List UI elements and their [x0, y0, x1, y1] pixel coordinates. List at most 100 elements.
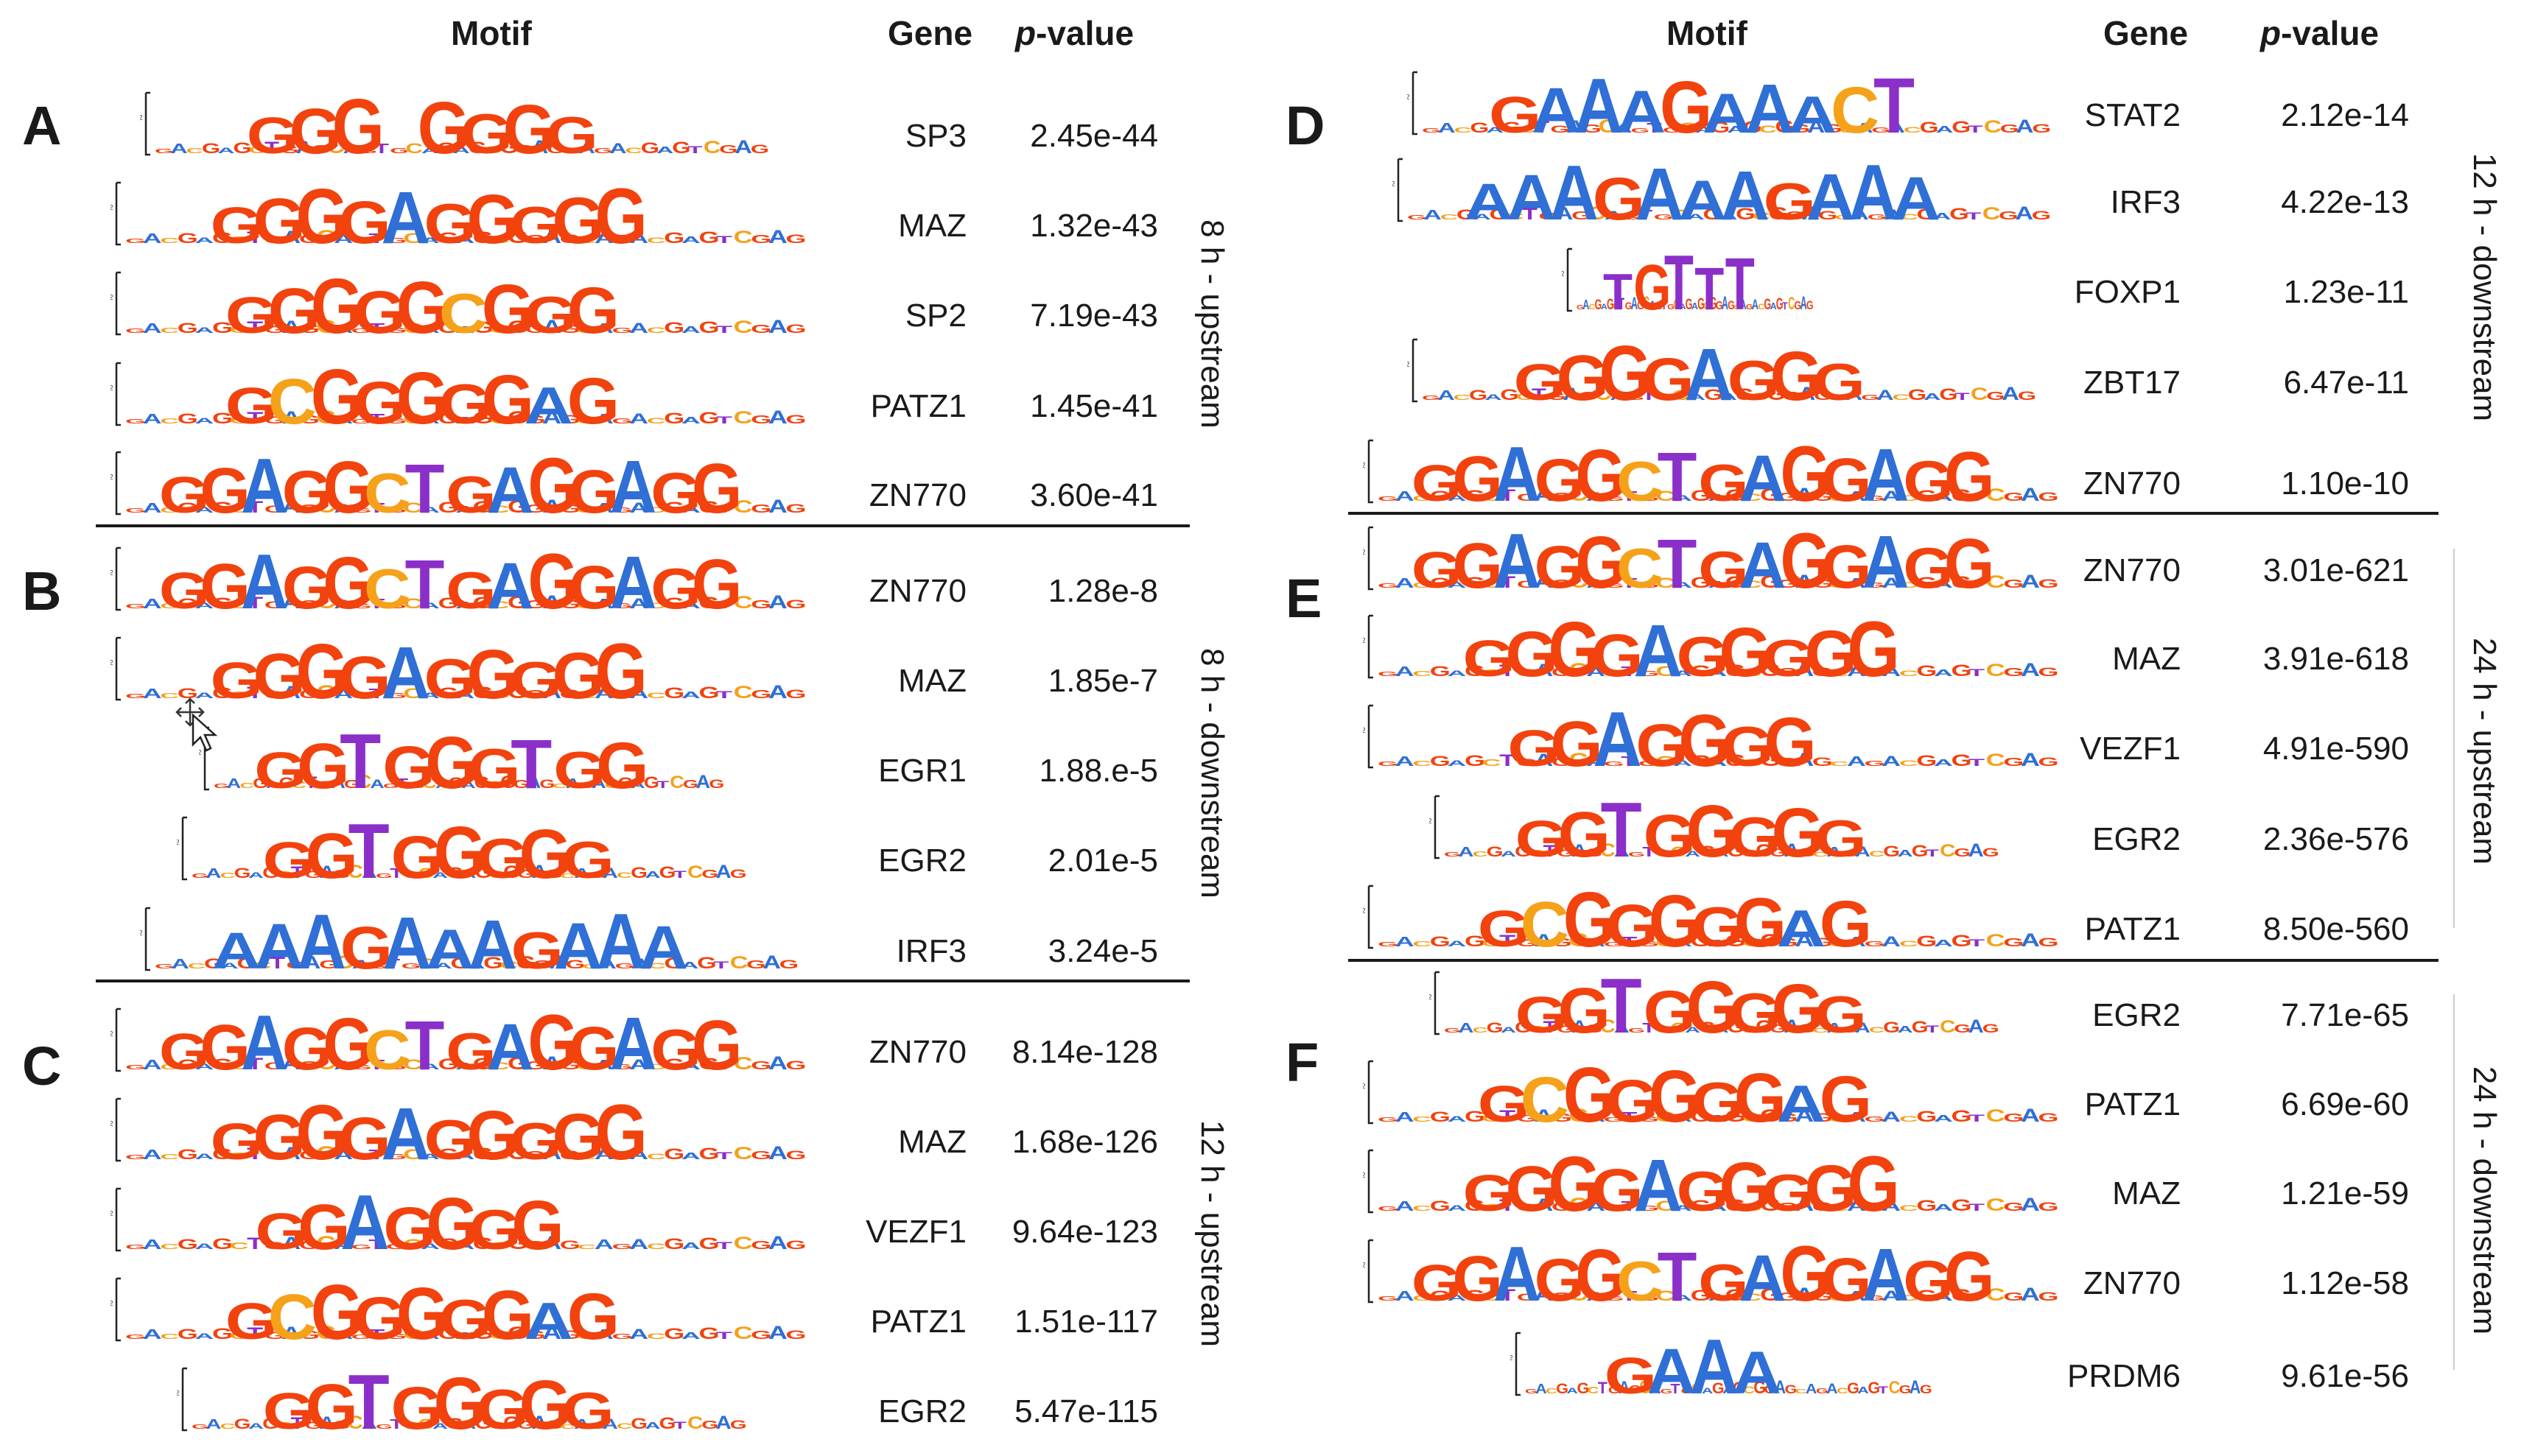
motif-letter-t: T [390, 866, 403, 881]
motif-header-right: Motif [1666, 14, 1747, 52]
motif-letter-a: A [1882, 488, 1901, 504]
motif-letter-a: A [1593, 696, 1641, 773]
logo-axis [1434, 971, 1440, 1035]
motif-letter-a: A [212, 923, 261, 976]
motif-letter-g: G [664, 1056, 684, 1073]
motif-letter-t: T [291, 1414, 304, 1433]
motif-letter-t: T [368, 321, 385, 336]
motif-letter-c: C [403, 1147, 422, 1162]
motif-letter-c: C [1742, 578, 1761, 590]
motif-letter-g: G [1605, 1348, 1657, 1401]
motif-letter-a: A [681, 1241, 701, 1251]
motif-letter-g: G [746, 958, 766, 971]
motif-letter-t: T [1926, 847, 1939, 859]
motif-letter-g: G [779, 957, 799, 971]
motif-letter-g: G [376, 1423, 393, 1430]
motif-letter-g: G [785, 1148, 806, 1161]
motif-letter-g: G [409, 782, 424, 790]
motif-letter-c: C [276, 870, 292, 880]
motif-letter-g: G [125, 692, 146, 700]
motif-letter-g: G [263, 1383, 315, 1436]
motif-letter-a: A [1486, 125, 1504, 135]
motif-letter-g: G [178, 596, 198, 611]
motif-letter-a: A [1447, 939, 1466, 948]
motif-letter-g: G [306, 1371, 358, 1436]
motif-letter-g: G [1490, 205, 1510, 223]
motif-letter-c: C [730, 953, 748, 973]
motif-letter-g: G [1430, 1288, 1451, 1304]
motif-letter-a: A [1703, 82, 1751, 140]
motif-letter-a: A [1897, 848, 1912, 859]
motif-letter-t: T [1637, 207, 1652, 222]
motif-letter-g: G [2038, 665, 2058, 678]
motif-letter-t: T [1647, 121, 1662, 136]
motif-letter-t: T [1955, 391, 1971, 403]
logo-axis-tick: 2 [1363, 1083, 1366, 1091]
motif-letter-g: G [1865, 940, 1885, 948]
motif-letter-c: C [488, 779, 502, 790]
motif-letter-a: A [1555, 204, 1574, 224]
motif-letter-a: A [681, 1061, 701, 1072]
motif-letter-g: G [1812, 577, 1833, 590]
motif-letter-g: G [1517, 1112, 1538, 1124]
motif-letter-a: A [1534, 750, 1553, 770]
motif-letter-g: G [477, 1378, 529, 1436]
motif-letter-a: A [1447, 493, 1466, 502]
motif-letter-a: A [629, 231, 648, 246]
motif-letter-g: G [268, 275, 320, 340]
motif-letter-c: C [1986, 1106, 2005, 1125]
motif-letter-t: T [1621, 576, 1638, 591]
logo-axis-tick: 2 [111, 204, 113, 212]
motif-letter-c: C [489, 1419, 505, 1431]
motif-letter-c: C [1506, 211, 1524, 222]
motif-letter-g: G [1677, 1160, 1729, 1218]
motif-letter-a: A [639, 913, 688, 976]
motif-letter-g: G [1712, 1380, 1725, 1397]
motif-letter-g: G [125, 1063, 146, 1071]
motif-letter-g: G [525, 233, 546, 245]
motif-letter-a: A [217, 146, 235, 155]
motif-letter-t: T [673, 868, 687, 880]
motif-letter-a: A [631, 956, 650, 972]
motif-letter-g: G [698, 1325, 719, 1343]
motif-letter-g: G [282, 459, 332, 520]
motif-letter-g: G [567, 365, 620, 431]
logo-axis [115, 636, 121, 701]
motif-letter-a: A [1862, 434, 1909, 508]
motif-letter-c: C [1742, 491, 1761, 503]
gene-name: MAZ [2112, 641, 2181, 677]
motif-letter-a: A [248, 1421, 264, 1430]
motif-letter-a: A [603, 865, 618, 882]
motif-letter-c: C [160, 326, 179, 334]
motif-letter-c: C [364, 558, 410, 616]
motif-letter-c: C [160, 1153, 179, 1161]
motif-letter-g: G [178, 231, 198, 246]
motif-letter-c: C [230, 1061, 249, 1072]
motif-letter-g: G [1535, 447, 1585, 508]
logo-axis [1515, 1332, 1521, 1396]
motif-letter-g: G [424, 647, 477, 706]
motif-letter-a: A [421, 505, 440, 514]
motif-letter-a: A [1635, 153, 1684, 227]
motif-letter-c: C [577, 327, 596, 334]
motif-letter-a: A [362, 867, 377, 881]
motif-letter-a: A [1826, 845, 1842, 859]
motif-letter-t: T [1598, 1379, 1608, 1397]
motif-letter-t: T [1966, 210, 1981, 222]
motif-letter-t: T [716, 323, 732, 335]
motif-letter-g: G [396, 1273, 449, 1346]
motif-letter-g: G [1487, 1020, 1504, 1036]
motif-letter-g: G [751, 688, 771, 700]
motif-letter-c: C [1869, 1025, 1884, 1034]
motif-letter-g: G [1781, 1229, 1831, 1308]
motif-letter-a: A [1685, 1025, 1700, 1034]
motif-letter-a: A [1862, 521, 1909, 595]
motif-letter-g: G [785, 502, 806, 515]
motif-letter-g: G [1465, 1108, 1485, 1125]
motif-letter-c: C [403, 596, 422, 611]
motif-letter-g: G [1604, 582, 1624, 589]
motif-letter-g: G [1812, 935, 1833, 949]
motif-letter-c: C [1639, 1377, 1651, 1398]
